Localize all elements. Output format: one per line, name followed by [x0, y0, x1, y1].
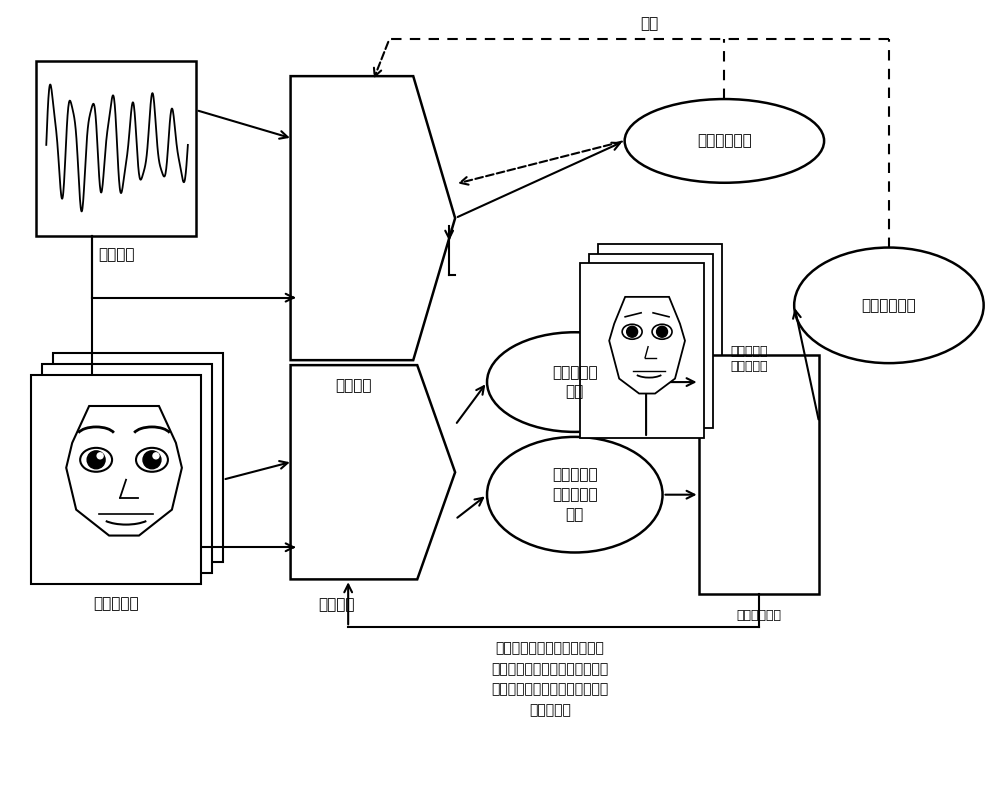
Circle shape — [657, 326, 668, 337]
Polygon shape — [291, 76, 455, 360]
Text: 根据临时样本构建临时学生损
失，包括对临时训练样本进行唇
语识别获得的跨模态融合损失与
交叉熵损失: 根据临时样本构建临时学生损 失，包括对临时训练样本进行唇 语识别获得的跨模态融合… — [491, 642, 608, 717]
Text: 临时学生模型: 临时学生模型 — [737, 609, 782, 622]
Polygon shape — [291, 365, 455, 579]
Polygon shape — [609, 297, 685, 394]
Ellipse shape — [487, 332, 663, 432]
Bar — [42, 364, 212, 573]
Circle shape — [627, 326, 638, 337]
Ellipse shape — [652, 324, 672, 339]
Text: 学生模型: 学生模型 — [318, 597, 355, 612]
Ellipse shape — [487, 437, 663, 552]
Bar — [53, 353, 223, 562]
Bar — [699, 355, 819, 595]
Circle shape — [153, 453, 159, 458]
Ellipse shape — [625, 99, 824, 183]
Ellipse shape — [80, 448, 112, 471]
Bar — [580, 263, 704, 438]
Ellipse shape — [794, 248, 984, 363]
Bar — [598, 244, 722, 418]
Bar — [589, 254, 713, 428]
Circle shape — [87, 451, 105, 469]
Circle shape — [97, 453, 103, 458]
Text: 大师模型: 大师模型 — [335, 378, 371, 393]
Text: 学生反馈损失: 学生反馈损失 — [862, 298, 916, 313]
Text: 音频信号: 音频信号 — [98, 248, 134, 262]
Text: 学生唇语识
别的交叉熵
损失: 学生唇语识 别的交叉熵 损失 — [552, 467, 598, 522]
Text: 更新: 更新 — [640, 16, 659, 32]
Bar — [36, 62, 196, 236]
Text: 视频帧序列: 视频帧序列 — [93, 596, 139, 612]
Polygon shape — [66, 406, 182, 535]
Ellipse shape — [136, 448, 168, 471]
Text: 验证样本的
视频帧序列: 验证样本的 视频帧序列 — [730, 345, 768, 373]
Bar — [31, 375, 201, 584]
Ellipse shape — [622, 324, 642, 339]
Circle shape — [143, 451, 161, 469]
Text: 跨模态融合
损失: 跨模态融合 损失 — [552, 364, 598, 399]
Text: 大师识别损失: 大师识别损失 — [697, 134, 752, 148]
